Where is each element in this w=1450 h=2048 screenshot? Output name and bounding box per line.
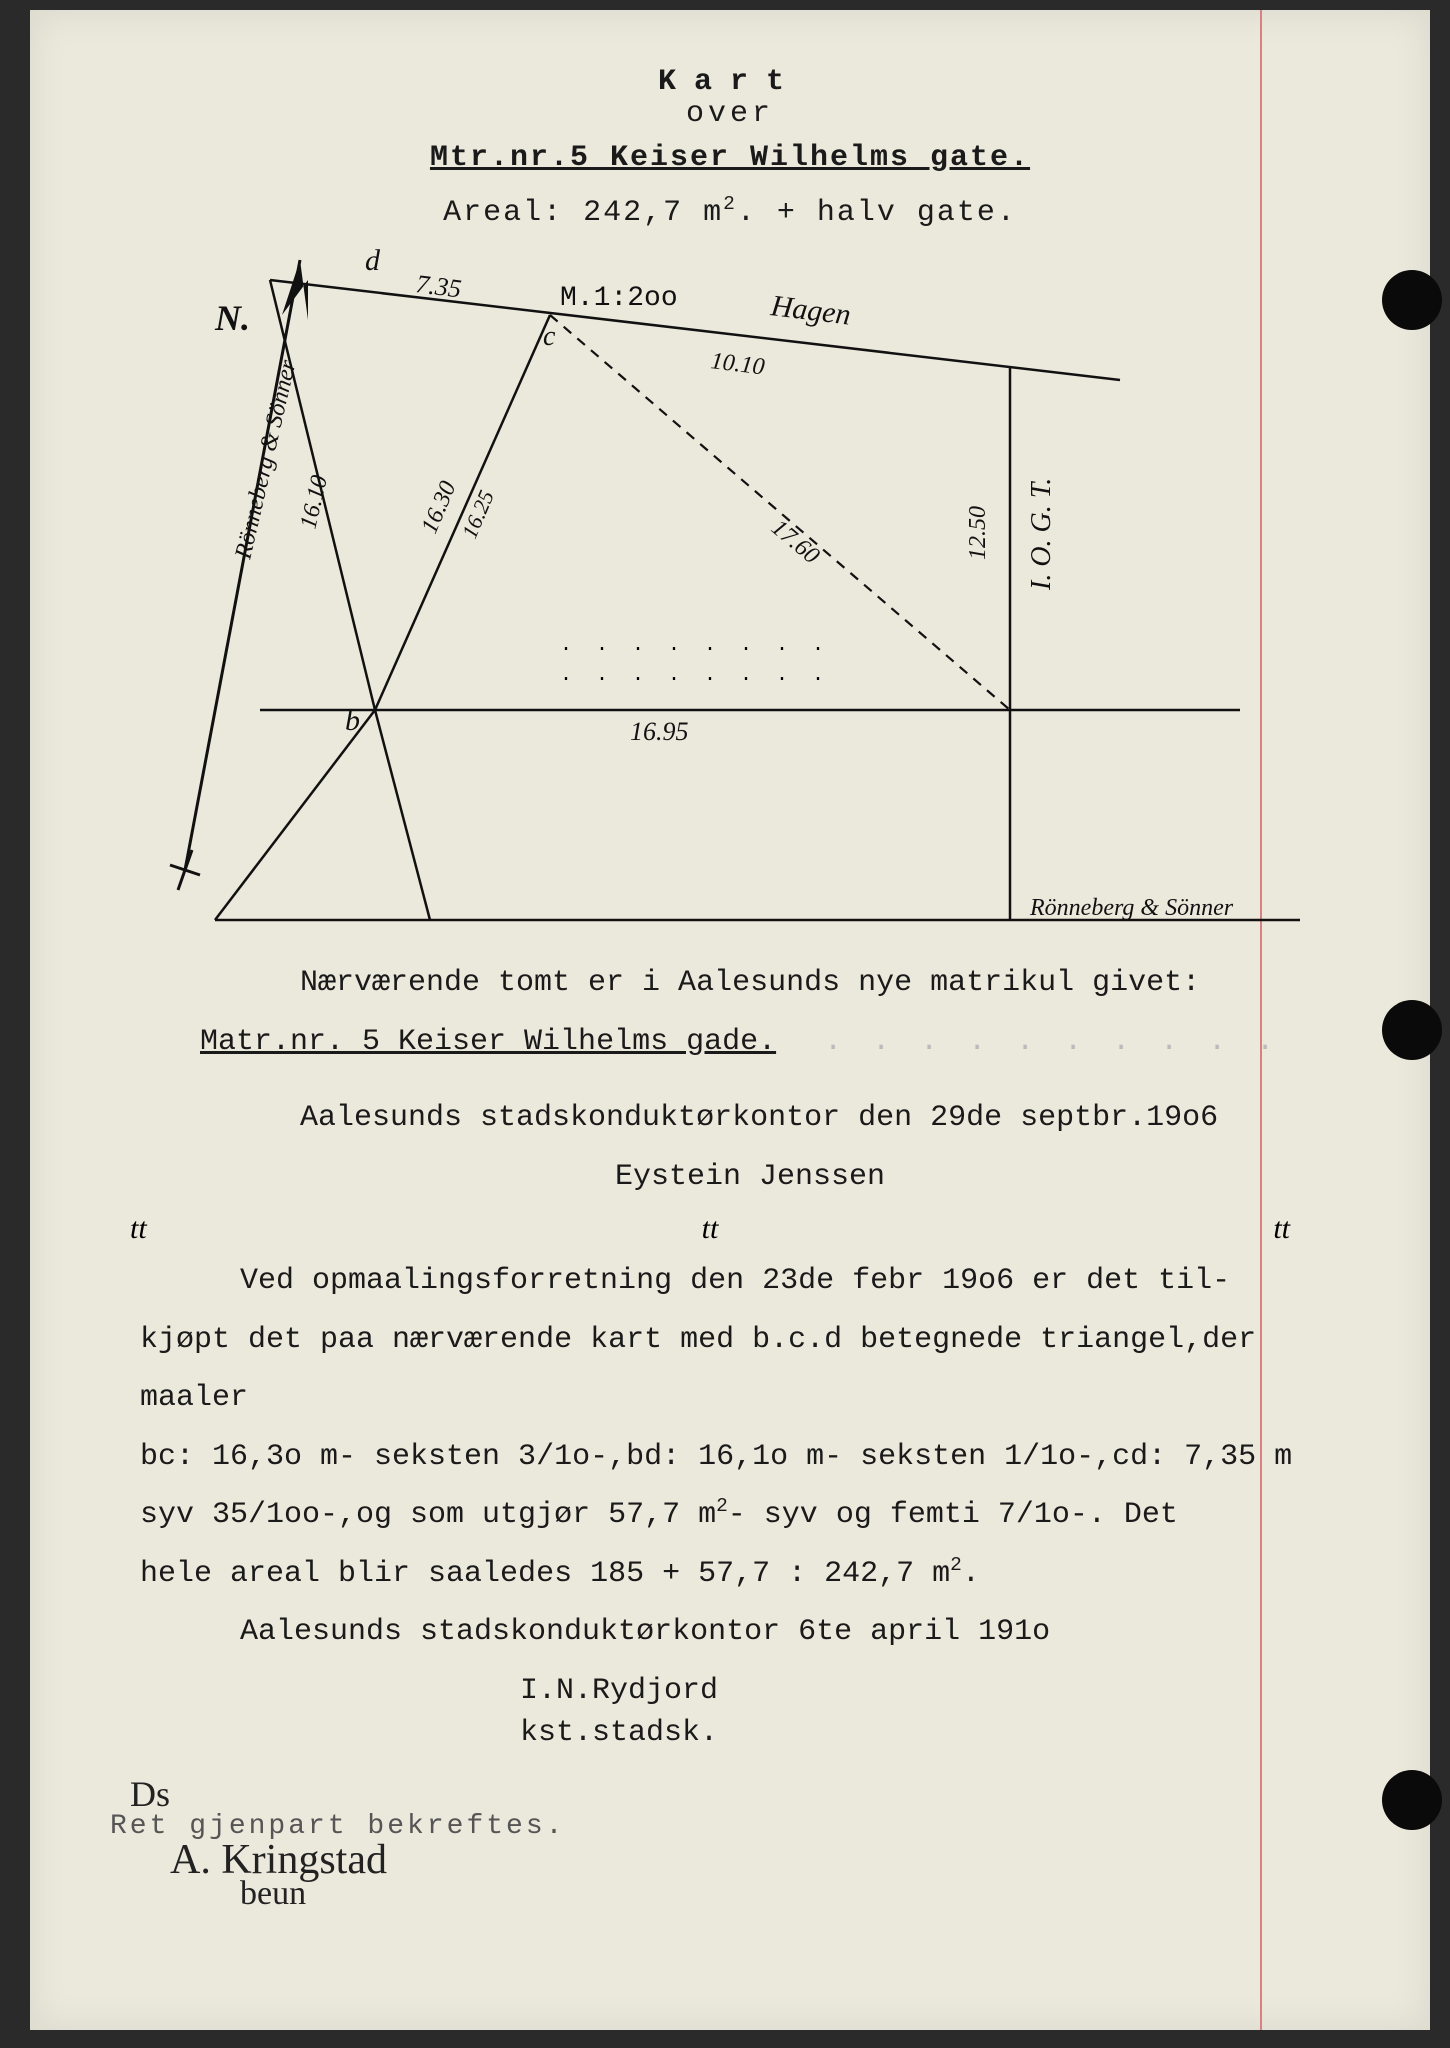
signature-1: A. Kringstad <box>170 1842 565 1880</box>
faint-dots: . . . . . . . . . . <box>776 1025 1280 1059</box>
areal-sup: 2 <box>723 193 737 215</box>
edge-top-name: Hagen <box>768 289 852 332</box>
edge-left-name: Rönneberg & Sönner <box>230 357 301 562</box>
north-label: N. <box>214 298 250 338</box>
edge-right: 12.50 <box>965 506 991 560</box>
faint-dots: . . . . . . . . <box>560 634 830 657</box>
punch-hole <box>1382 1770 1442 1830</box>
edge-diag: 17.60 <box>766 515 824 570</box>
office-line-1: Aalesunds stadskonduktørkontor den 29de … <box>200 1089 1300 1148</box>
title-over: over <box>30 97 1430 131</box>
edge-top-left: 7.35 <box>414 269 463 303</box>
separator-mark: tt <box>1273 1212 1290 1246</box>
title-block: Kart over Mtr.nr.5 Keiser Wilhelms gate.… <box>30 10 1430 230</box>
point-b: b <box>345 704 360 737</box>
punch-hole <box>1382 270 1442 330</box>
body-p3: bc: 16,3o m- seksten 3/1o-,bd: 16,1o m- … <box>140 1428 1370 1487</box>
edge-top-right: 10.10 <box>709 348 766 380</box>
separator-row: tt tt tt <box>30 1212 1430 1246</box>
edge-left-outer: 16.10 <box>296 473 333 531</box>
body-p1: Ved opmaalingsforretning den 23de febr 1… <box>140 1252 1370 1311</box>
attestation-block: Ds Ret gjenpart bekreftes. A. Kringstad … <box>110 1778 565 1910</box>
mid-line1: Nærværende tomt er i Aalesunds nye matri… <box>200 954 1300 1013</box>
title-areal: Areal: 242,7 m2. + halv gate. <box>30 193 1430 230</box>
edge-bottom: 16.95 <box>630 717 689 746</box>
separator-mark: tt <box>130 1212 147 1246</box>
areal-suffix: . + halv gate. <box>737 196 1017 230</box>
survey-diagram: N. d c b 7.35 M.1:2oo Hagen 10.10 16.10 … <box>130 230 1330 950</box>
point-d: d <box>365 244 381 277</box>
body-p4: syv 35/1oo-,og som utgjør 57,7 m2- syv o… <box>140 1486 1370 1545</box>
edge-right-name: I. O. G. T. <box>1026 478 1057 591</box>
faint-dots: . . . . . . . . <box>560 664 830 687</box>
point-c: c <box>543 321 556 352</box>
body-p5: hele areal blir saaledes 185 + 57,7 : 24… <box>140 1545 1370 1604</box>
signature-2: beun <box>240 1879 565 1910</box>
title-address: Mtr.nr.5 Keiser Wilhelms gate. <box>30 141 1430 175</box>
body-paragraph: Ved opmaalingsforretning den 23de febr 1… <box>30 1252 1430 1763</box>
punch-hole <box>1382 1000 1442 1060</box>
mid-line2: Matr.nr. 5 Keiser Wilhelms gade. <box>200 1025 776 1059</box>
diagram-svg: N. d c b 7.35 M.1:2oo Hagen 10.10 16.10 … <box>130 230 1330 950</box>
scale-label: M.1:2oo <box>560 283 678 314</box>
body-p2: kjøpt det paa nærværende kart med b.c.d … <box>140 1311 1370 1428</box>
mid-text-block: Nærværende tomt er i Aalesunds nye matri… <box>30 954 1430 1206</box>
name-2b: kst.stadsk. <box>140 1704 1370 1763</box>
name-1: Eystein Jenssen <box>200 1148 1300 1207</box>
separator-mark: tt <box>702 1212 719 1246</box>
document-page: Kart over Mtr.nr.5 Keiser Wilhelms gate.… <box>30 10 1430 2030</box>
initial-mark: Ds <box>130 1778 565 1810</box>
office-line-2: Aalesunds stadskonduktørkontor 6te april… <box>140 1603 1370 1662</box>
areal-prefix: Areal: 242,7 m <box>443 196 723 230</box>
edge-bottom-name: Rönneberg & Sönner <box>1029 895 1234 921</box>
title-kart: Kart <box>30 65 1430 99</box>
